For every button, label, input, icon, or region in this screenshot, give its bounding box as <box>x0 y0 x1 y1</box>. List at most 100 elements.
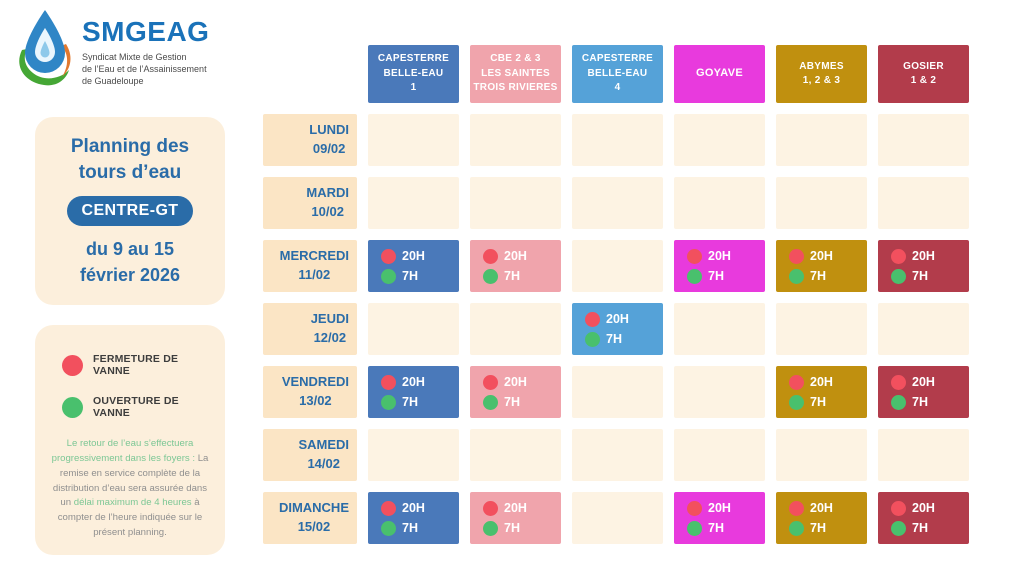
valve-open-dot-icon <box>687 520 702 536</box>
schedule-cell-empty-cbe-2-3-les-saintes-trois-rivieres <box>470 429 561 481</box>
day-cell-dimanche: DIMANCHE 15/02 <box>263 492 357 544</box>
valve-open-dot-icon <box>789 520 804 536</box>
schedule-cell-empty-capesterre-belle-eau-1 <box>368 177 459 229</box>
schedule-entry-close: 20H <box>891 248 969 264</box>
day-date: 09/02 <box>312 141 346 156</box>
logo-tagline-line: Syndicat Mixte de Gestion <box>82 52 187 62</box>
entry-time: 20H <box>708 249 731 263</box>
valve-close-dot-icon <box>789 248 804 264</box>
schedule-entry-open: 7H <box>789 520 867 536</box>
entry-time: 7H <box>402 269 418 283</box>
day-name: MARDI <box>306 185 349 201</box>
schedule-entry-close: 20H <box>483 500 561 516</box>
day-label: SAMEDI 14/02 <box>298 436 349 474</box>
planning-title-line: tours d’eau <box>78 161 182 183</box>
valve-open-dot-icon <box>483 394 498 410</box>
schedule-cell-empty-gosier-1-2 <box>878 429 969 481</box>
valve-close-dot-icon <box>687 500 702 516</box>
schedule-cell-cbe-2-3-les-saintes-trois-rivieres: 20H 7H <box>470 492 561 544</box>
zone-header-line: CAPESTERRE <box>581 53 654 65</box>
zone-header-line: ABYMES <box>799 60 844 72</box>
schedule-entry-close: 20H <box>789 248 867 264</box>
schedule-entry-close: 20H <box>381 248 459 264</box>
day-cell-vendredi: VENDREDI 13/02 <box>263 366 357 418</box>
legend-note: Le retour de l’eau s’effectuera progress… <box>48 437 212 541</box>
zone-header-line: TROIS RIVIERES <box>473 82 558 94</box>
valve-open-dot-icon <box>483 520 498 536</box>
entry-time: 7H <box>708 269 724 283</box>
valve-close-dot-icon <box>381 374 396 390</box>
entry-time: 7H <box>504 395 520 409</box>
schedule-cell-empty-capesterre-belle-eau-4 <box>572 429 663 481</box>
schedule-entry-open: 7H <box>891 394 969 410</box>
zone-header-gosier-1-2: GOSIER 1 & 2 <box>878 45 969 103</box>
day-date: 14/02 <box>307 456 340 471</box>
zone-header-goyave: GOYAVE <box>674 45 765 103</box>
legend-note-segment: délai maximum de 4 heures <box>73 497 192 509</box>
grid-corner <box>263 45 357 103</box>
valve-open-dot-icon <box>585 331 600 347</box>
day-label: LUNDI 09/02 <box>309 121 349 159</box>
green-dot-icon <box>62 396 83 418</box>
zone-header-line: BELLE-EAU <box>383 67 444 79</box>
planning-title-line: Planning des <box>70 136 190 158</box>
schedule-cell-goyave: 20H 7H <box>674 240 765 292</box>
entry-time: 20H <box>402 375 425 389</box>
zone-header-line: 1 <box>410 82 417 94</box>
schedule-entry-close: 20H <box>687 500 765 516</box>
entry-time: 20H <box>912 375 935 389</box>
schedule-entry-close: 20H <box>585 311 663 327</box>
legend-note-segment: Le retour de l’eau s’effectuera progress… <box>51 438 198 464</box>
entry-time: 20H <box>810 501 833 515</box>
date-range-line: février 2026 <box>79 264 181 285</box>
schedule-entry-open: 7H <box>891 268 969 284</box>
schedule-cell-capesterre-belle-eau-1: 20H 7H <box>368 366 459 418</box>
schedule-cell-gosier-1-2: 20H 7H <box>878 240 969 292</box>
entry-time: 7H <box>708 521 724 535</box>
date-range: du 9 au 15 février 2026 <box>80 237 180 287</box>
valve-close-dot-icon <box>891 500 906 516</box>
day-date: 11/02 <box>298 267 331 282</box>
planning-info-card: Planning des tours d’eau CENTRE-GT du 9 … <box>35 117 225 305</box>
schedule-cell-empty-gosier-1-2 <box>878 303 969 355</box>
valve-open-dot-icon <box>381 268 396 284</box>
entry-time: 20H <box>606 312 629 326</box>
logo-block: SMGEAG Syndicat Mixte de Gestion de l’Ea… <box>16 8 209 88</box>
valve-open-dot-icon <box>381 394 396 410</box>
zone-header-line: LES SAINTES <box>481 67 550 79</box>
schedule-cell-empty-gosier-1-2 <box>878 177 969 229</box>
zone-header-line: 4 <box>614 82 621 94</box>
legend-item-fermeture: FERMETURE DE VANNE <box>62 353 212 377</box>
date-range-line: du 9 au 15 <box>85 239 175 260</box>
planning-title: Planning des tours d’eau <box>71 134 189 185</box>
schedule-cell-empty-cbe-2-3-les-saintes-trois-rivieres <box>470 177 561 229</box>
day-label: DIMANCHE 15/02 <box>279 499 349 537</box>
schedule-cell-empty-capesterre-belle-eau-1 <box>368 303 459 355</box>
entry-time: 20H <box>504 249 527 263</box>
schedule-entry-open: 7H <box>789 268 867 284</box>
valve-open-dot-icon <box>381 520 396 536</box>
schedule-entry-open: 7H <box>585 331 663 347</box>
schedule-cell-empty-goyave <box>674 303 765 355</box>
red-dot-icon <box>62 354 83 376</box>
smgeag-water-drop-logo-icon <box>19 10 71 86</box>
schedule-cell-empty-capesterre-belle-eau-4 <box>572 240 663 292</box>
schedule-cell-empty-capesterre-belle-eau-4 <box>572 492 663 544</box>
schedule-cell-empty-cbe-2-3-les-saintes-trois-rivieres <box>470 114 561 166</box>
schedule-cell-empty-abymes-1-2-3 <box>776 429 867 481</box>
schedule-cell-empty-abymes-1-2-3 <box>776 114 867 166</box>
zone-header-line: 1 & 2 <box>910 75 937 86</box>
schedule-entry-open: 7H <box>891 520 969 536</box>
entry-time: 7H <box>912 521 928 535</box>
schedule-cell-capesterre-belle-eau-4: 20H 7H <box>572 303 663 355</box>
schedule-entry-open: 7H <box>483 268 561 284</box>
day-cell-mercredi: MERCREDI 11/02 <box>263 240 357 292</box>
valve-open-dot-icon <box>891 268 906 284</box>
entry-time: 7H <box>504 269 520 283</box>
entry-time: 20H <box>810 249 833 263</box>
schedule-cell-abymes-1-2-3: 20H 7H <box>776 366 867 418</box>
legend-label: FERMETURE DE VANNE <box>93 353 179 377</box>
zone-header-line: CAPESTERRE <box>377 53 450 65</box>
valve-close-dot-icon <box>585 311 600 327</box>
day-name: LUNDI <box>309 122 349 138</box>
